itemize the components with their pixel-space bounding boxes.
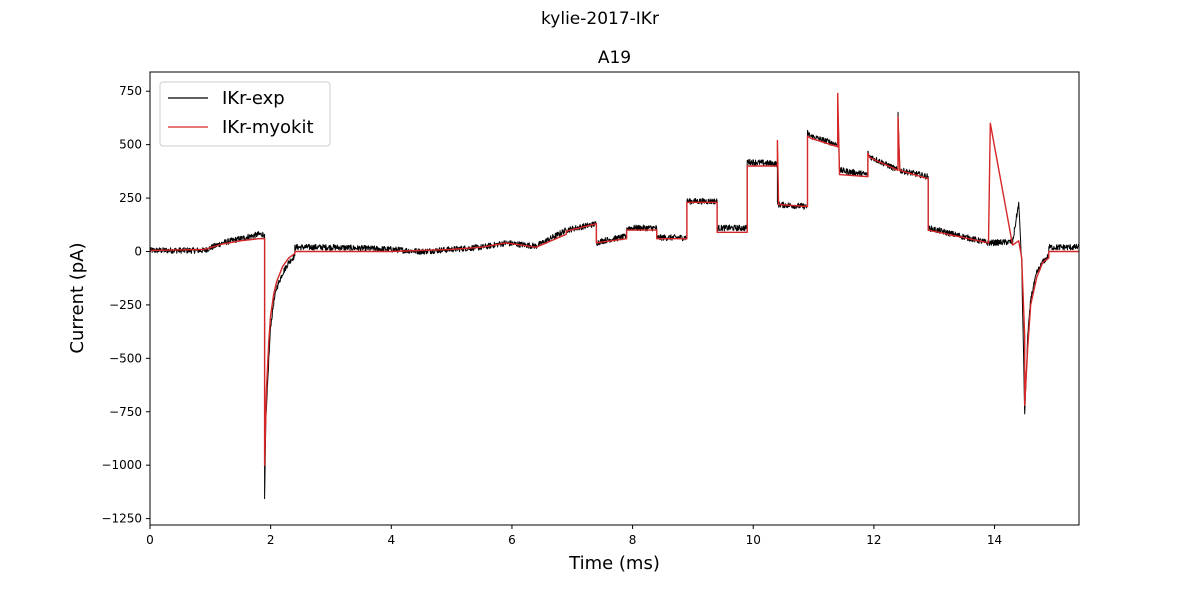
figure-suptitle: kylie-2017-IKr: [541, 9, 659, 29]
y-tick-label: −500: [109, 351, 142, 365]
x-tick-label: 10: [746, 533, 761, 547]
y-tick-label: −250: [109, 298, 142, 312]
y-tick-label: 250: [119, 191, 142, 205]
y-tick-label: 500: [119, 138, 142, 152]
x-axis: 0 2 4 6 8 10 12 14: [146, 525, 1002, 547]
x-tick-label: 6: [508, 533, 516, 547]
x-tick-label: 0: [146, 533, 154, 547]
x-tick-label: 4: [387, 533, 395, 547]
x-axis-label: Time (ms): [568, 553, 660, 574]
legend: IKr-exp IKr-myokit: [159, 81, 331, 147]
y-axis-label: Current (pA): [67, 242, 88, 353]
x-tick-label: 8: [629, 533, 637, 547]
y-tick-label: −1000: [101, 458, 142, 472]
series-layer: [149, 92, 1080, 500]
y-tick-label: 750: [119, 84, 142, 98]
y-tick-label: 0: [134, 244, 142, 258]
legend-label-ikr-exp: IKr-exp: [222, 88, 285, 109]
y-tick-label: −1250: [101, 512, 142, 526]
series-line-ikr-myokit: [149, 92, 1079, 466]
x-tick-label: 12: [866, 533, 881, 547]
y-tick-label: −750: [109, 405, 142, 419]
series-line-ikr-exp: [149, 100, 1080, 500]
x-tick-label: 14: [987, 533, 1002, 547]
plot-frame: [149, 71, 1080, 526]
plot-title: A19: [598, 48, 631, 68]
x-tick-label: 2: [267, 533, 275, 547]
legend-label-ikr-myokit: IKr-myokit: [222, 117, 314, 138]
y-axis: 750 500 250 0 −250 −500 −750 −1000 −1250: [101, 84, 150, 526]
